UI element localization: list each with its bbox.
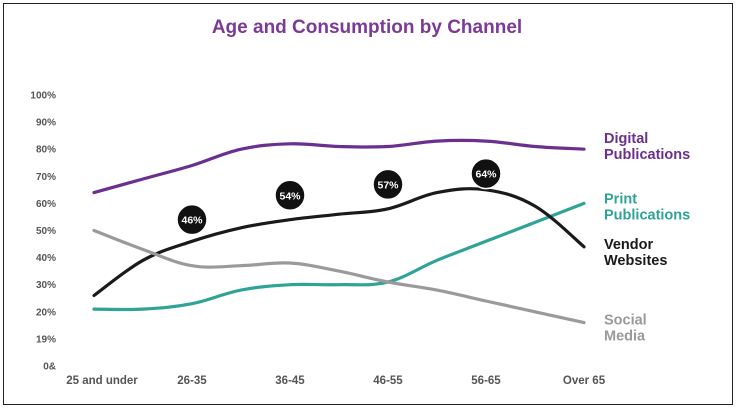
data-label-circle <box>274 179 306 212</box>
data-label-text: 46% <box>181 215 203 227</box>
x-tick-label: 25 and under <box>66 375 138 387</box>
data-label-bubble: 46% <box>176 203 208 236</box>
x-tick-label: 36-45 <box>275 375 305 387</box>
y-tick-label: 19% <box>36 334 56 345</box>
y-tick-label: 40% <box>36 253 56 264</box>
legend-label: Digital <box>604 131 648 147</box>
data-label-bubble: 64% <box>470 157 502 190</box>
data-label-bubble: 54% <box>274 179 306 212</box>
x-tick-label: Over 65 <box>563 375 606 387</box>
y-tick-label: 70% <box>36 172 56 183</box>
data-label-text: 64% <box>475 169 497 181</box>
y-tick-label: 100% <box>30 91 56 102</box>
legend-label: Social <box>604 313 647 329</box>
legend-label: Print <box>604 191 637 207</box>
y-axis: 0&19% 20% 30% 40% 50% 60% 70% 80% 90% 100% <box>30 91 56 373</box>
legend-label: Publications <box>604 207 690 223</box>
series-line-vendor-websites <box>92 187 586 298</box>
y-tick-label: 50% <box>36 226 56 237</box>
data-label-circle <box>176 203 208 236</box>
data-label-circle <box>372 168 404 201</box>
legend: DigitalPublicationsPrintPublicationsVend… <box>604 131 690 344</box>
data-labels: 46% 54% 57% 64% <box>176 157 502 236</box>
series-line-social-media <box>92 228 586 325</box>
legend-label: Websites <box>604 253 667 269</box>
series-lines <box>92 138 586 325</box>
y-tick-label: 30% <box>36 280 56 291</box>
y-tick-label: 0& <box>43 362 56 373</box>
x-tick-label: 26-35 <box>177 375 207 387</box>
y-tick-label: 20% <box>36 307 56 318</box>
chart-title: Age and Consumption by Channel <box>212 17 522 38</box>
y-tick-label: 90% <box>36 118 56 129</box>
series-line-digital-publications <box>92 138 586 195</box>
legend-label: Media <box>604 329 646 345</box>
series-line-print-publications <box>92 201 586 312</box>
y-tick-label: 60% <box>36 199 56 210</box>
data-label-bubble: 57% <box>372 168 404 201</box>
data-label-text: 57% <box>377 179 399 191</box>
data-label-circle <box>470 157 502 190</box>
x-axis: 25 and under 26-35 36-45 46-55 56-65 Over 65 <box>66 375 605 387</box>
legend-label: Publications <box>604 147 690 163</box>
y-tick-label: 80% <box>36 145 56 156</box>
x-tick-label: 46-55 <box>373 375 403 387</box>
chart-frame <box>3 3 733 405</box>
data-label-text: 54% <box>279 190 301 202</box>
x-tick-label: 56-65 <box>471 375 501 387</box>
legend-label: Vendor <box>604 237 654 253</box>
